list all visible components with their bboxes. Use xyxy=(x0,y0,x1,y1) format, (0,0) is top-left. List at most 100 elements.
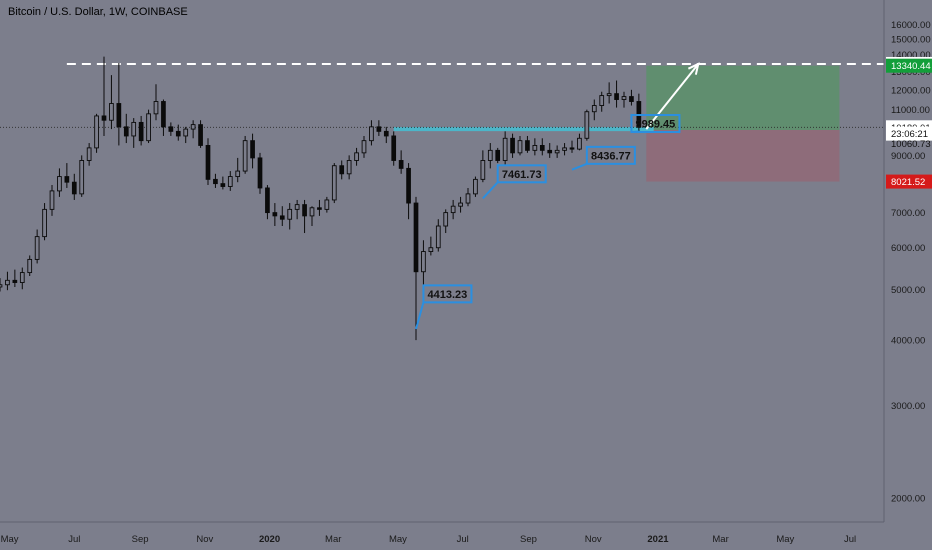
candle xyxy=(279,206,285,227)
candle xyxy=(421,240,426,290)
candle xyxy=(331,163,337,204)
candle-body-down xyxy=(168,126,174,132)
candle-body-down xyxy=(220,183,226,187)
candle xyxy=(265,185,270,220)
time-axis-tick: Nov xyxy=(196,534,213,545)
candle-body-up xyxy=(153,101,159,115)
price-annotation: 7461.73 xyxy=(482,164,547,200)
candle xyxy=(272,203,278,227)
candle xyxy=(287,203,293,230)
candle xyxy=(510,133,515,158)
annotation-box xyxy=(585,145,636,165)
candle xyxy=(339,160,345,180)
annotation-label: 9989.45 xyxy=(636,119,676,131)
candle-body-up xyxy=(94,115,99,149)
annotation-label: 7461.73 xyxy=(502,169,542,181)
price-annotation: 4413.23 xyxy=(415,284,473,330)
price-tag-bg xyxy=(886,58,932,73)
candle xyxy=(428,236,434,256)
price-axis-tick: 3000.00 xyxy=(891,401,925,412)
candle xyxy=(123,113,129,144)
candle xyxy=(64,163,70,188)
candle xyxy=(116,62,122,146)
candle xyxy=(198,120,203,148)
price-tag: 23:06:21 xyxy=(886,126,932,141)
candle-body-up xyxy=(27,258,33,274)
candle-body-up xyxy=(146,113,151,142)
candle-body-down xyxy=(569,147,575,150)
chart-title: Bitcoin / U.S. Dollar, 1W, COINBASE xyxy=(8,6,188,18)
candle-body-down xyxy=(539,145,545,151)
candle xyxy=(227,171,233,191)
trade-zones xyxy=(646,65,840,182)
annotations: 9989.45 8436.77 7461.73 4413.23 xyxy=(415,114,681,330)
candle xyxy=(599,91,605,112)
candle xyxy=(175,124,181,141)
candle xyxy=(183,126,189,144)
candle-body-up xyxy=(591,105,597,113)
candle-body-up xyxy=(487,149,493,161)
candle xyxy=(369,120,374,146)
time-axis-tick: 2020 xyxy=(259,534,280,545)
time-axis-tick: May xyxy=(776,534,794,545)
annotation-box xyxy=(422,284,473,304)
candle-body-down xyxy=(279,215,285,220)
price-tag: 8021.52 xyxy=(886,174,932,189)
candle-body-up xyxy=(183,128,189,137)
candle-body-down xyxy=(317,207,322,210)
candle-body-up xyxy=(49,190,55,210)
candle xyxy=(591,99,597,121)
candle xyxy=(614,80,619,108)
time-axis-tick: May xyxy=(389,534,407,545)
candle xyxy=(376,120,382,136)
time-axis-tick: Sep xyxy=(520,534,537,545)
time-axis-tick: Sep xyxy=(132,534,149,545)
candle-body-up xyxy=(584,111,590,139)
candle-body-up xyxy=(369,126,374,142)
price-axis-tick: 7000.00 xyxy=(891,208,925,219)
loss-zone xyxy=(646,129,840,182)
candle-body-up xyxy=(34,236,40,260)
candle xyxy=(257,152,263,194)
candle-body-up xyxy=(562,147,567,151)
candle-body-up xyxy=(465,193,471,204)
candle xyxy=(458,196,463,213)
candle-body-down xyxy=(205,145,211,180)
annotation-pointer xyxy=(415,302,425,330)
time-axis-tick: 2021 xyxy=(647,534,669,545)
annotation-label: 8436.77 xyxy=(591,150,631,162)
candle xyxy=(383,126,389,144)
candle-body-down xyxy=(71,181,77,195)
candle xyxy=(539,138,545,156)
candle-body-up xyxy=(450,205,456,214)
candle xyxy=(168,122,174,136)
candle xyxy=(324,196,330,213)
candle-body-up xyxy=(109,103,114,121)
candle xyxy=(309,206,315,227)
candle-body-up xyxy=(361,140,367,154)
candle xyxy=(443,209,449,234)
price-tags: 13442.9013340.4410180.0123:06:2110060.73… xyxy=(886,56,932,189)
price-tag: 13340.44 xyxy=(886,58,932,73)
candle xyxy=(346,155,352,180)
candle xyxy=(131,118,137,148)
candle-body-up xyxy=(554,149,560,154)
candle xyxy=(465,187,471,207)
candle-body-up xyxy=(86,147,92,161)
candle-body-down xyxy=(198,124,203,146)
candle xyxy=(161,99,166,136)
time-axis-tick: Jul xyxy=(68,534,80,545)
candle xyxy=(5,271,10,291)
time-axis[interactable]: May Jul Sep Nov 2020 Mar May Jul Sep Nov 2021 Mar Ma… xyxy=(0,521,884,545)
candle-body-up xyxy=(294,204,300,210)
candle xyxy=(250,133,255,169)
price-axis-tick: 4000.00 xyxy=(891,336,925,347)
candle-body-up xyxy=(517,140,523,154)
time-axis-tick: Jul xyxy=(457,534,469,545)
candle-body-down xyxy=(339,165,345,175)
candle-body-down xyxy=(406,167,411,204)
candle-body-down xyxy=(265,187,270,214)
candle xyxy=(138,115,144,146)
candle xyxy=(0,278,3,292)
